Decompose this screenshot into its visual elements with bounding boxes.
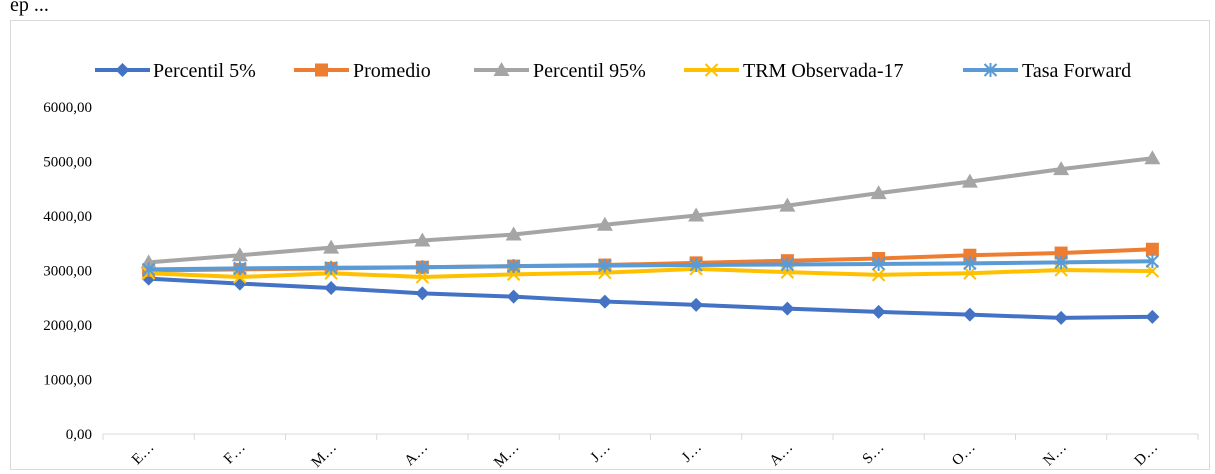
legend-label: Percentil 95%: [533, 60, 646, 82]
data-point: [688, 207, 705, 222]
data-point: [323, 239, 340, 254]
legend: Percentil 5% Promedio Percentil 95% TRM Obs…: [95, 60, 1131, 82]
x-tick-label: J…: [679, 440, 705, 466]
data-point: [231, 247, 248, 262]
data-point: [597, 294, 612, 309]
data-point: [689, 258, 703, 273]
series-layer: [140, 150, 1161, 325]
data-point: [871, 304, 886, 319]
data-point: [415, 286, 430, 301]
data-point: [1053, 161, 1070, 176]
y-tick-label: 1000,00: [43, 373, 92, 389]
x-tick-label: E…: [129, 440, 157, 468]
x-tick-label: D…: [1132, 440, 1162, 470]
chart-frame: [10, 20, 1210, 470]
legend-label: Promedio: [353, 60, 431, 82]
series-line: [146, 266, 1155, 280]
y-tick-label: 4000,00: [43, 209, 92, 225]
data-point: [1054, 246, 1068, 260]
data-point: [1145, 242, 1159, 256]
legend-item: Tasa Forward: [963, 60, 1131, 82]
data-point: [324, 280, 339, 295]
series-line: [146, 276, 1155, 320]
data-point: [963, 248, 977, 262]
data-point: [689, 297, 704, 312]
series-line: [146, 259, 1155, 272]
x-tick-label: M…: [309, 440, 340, 471]
legend-item: Promedio: [294, 60, 431, 82]
legend-label: Percentil 5%: [153, 60, 256, 82]
data-point: [506, 289, 521, 304]
data-point: [141, 262, 156, 277]
x-tick-label: O…: [949, 440, 979, 470]
data-point: [1144, 150, 1161, 165]
legend-marker: [983, 63, 998, 77]
x-axis: E… F… M… A… M… J… J… A… S… O… N… D…: [102, 433, 1199, 471]
legend-marker: [704, 63, 719, 77]
data-point: [505, 226, 522, 241]
series-line: [146, 156, 1155, 265]
data-point: [963, 256, 977, 271]
x-tick-label: J…: [588, 440, 614, 466]
data-point: [1145, 254, 1160, 269]
y-tick-label: 2000,00: [43, 318, 92, 334]
legend-item: Percentil 5%: [95, 60, 256, 82]
data-point: [871, 256, 886, 271]
data-point: [324, 260, 338, 275]
data-point: [233, 261, 247, 276]
data-point: [506, 259, 521, 274]
series: [140, 150, 1161, 269]
legend-label: Tasa Forward: [1022, 60, 1131, 82]
data-point: [598, 258, 612, 273]
data-point: [963, 266, 977, 280]
top-caption: ep ...: [10, 0, 49, 16]
legend-marker: [493, 62, 510, 76]
x-tick-label: F…: [221, 440, 249, 468]
x-tick-label: A…: [767, 440, 797, 470]
data-point: [1054, 310, 1069, 325]
legend-item: TRM Observada-17: [684, 60, 904, 82]
series: [141, 271, 1160, 325]
series: [141, 254, 1160, 277]
y-tick-label: 0,00: [66, 427, 92, 443]
data-point: [596, 216, 613, 231]
data-point: [1145, 309, 1160, 324]
legend-label: TRM Observada-17: [743, 60, 904, 82]
x-tick-label: S…: [860, 440, 888, 468]
legend-marker: [315, 63, 328, 77]
data-point: [779, 197, 796, 212]
data-point: [414, 232, 431, 247]
x-tick-label: A…: [402, 440, 432, 470]
data-point: [780, 257, 795, 272]
data-point: [962, 307, 977, 322]
legend-item: Percentil 95%: [474, 60, 646, 82]
data-point: [961, 173, 978, 188]
data-point: [1054, 255, 1068, 270]
y-tick-label: 3000,00: [43, 264, 92, 280]
data-point: [415, 270, 430, 284]
y-axis: 0,00 1000,00 2000,00 3000,00 4000,00 5000,00 6…: [43, 100, 92, 443]
legend-marker: [115, 63, 130, 77]
data-point: [870, 185, 887, 200]
data-point: [1145, 264, 1160, 278]
y-tick-label: 6000,00: [43, 100, 92, 116]
y-tick-label: 5000,00: [43, 155, 92, 171]
data-point: [780, 301, 795, 316]
x-tick-label: N…: [1040, 440, 1070, 470]
data-point: [871, 268, 886, 282]
x-tick-label: M…: [491, 440, 522, 471]
data-point: [415, 260, 430, 275]
